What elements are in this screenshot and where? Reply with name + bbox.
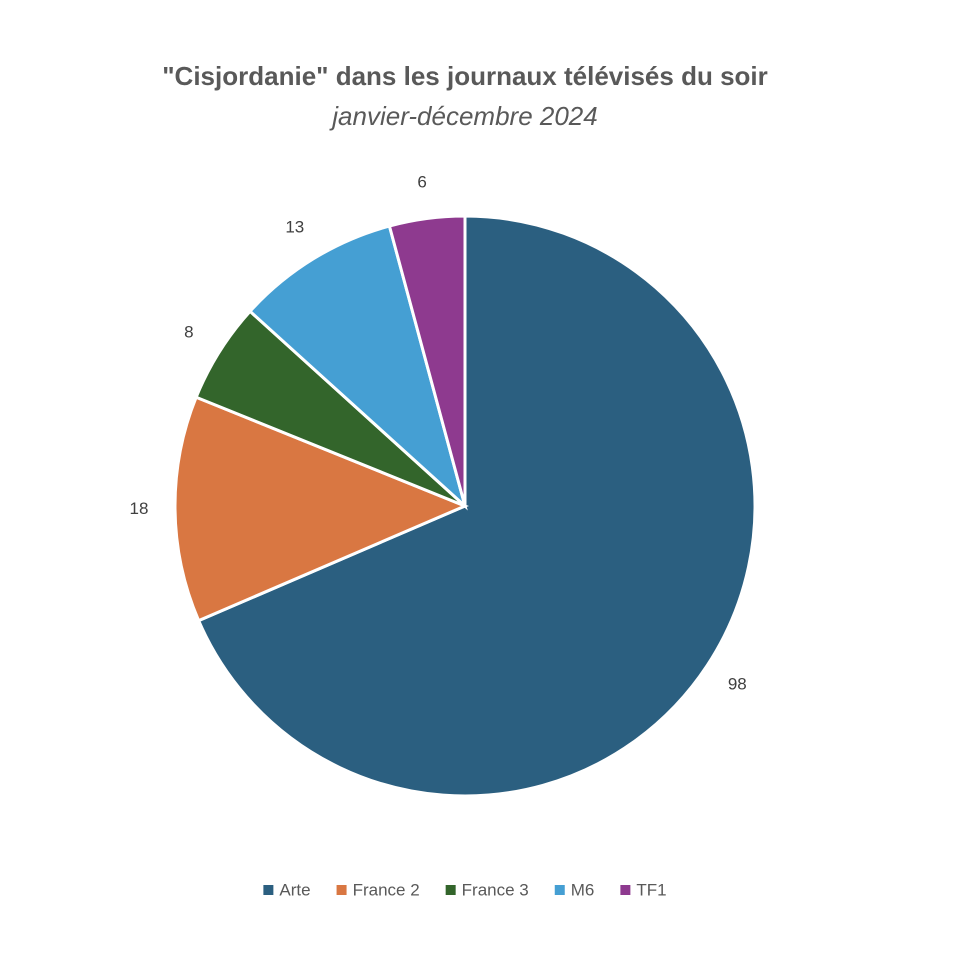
legend-swatch [336,885,347,895]
pie-slice [247,224,468,511]
legend-label: Arte [279,880,310,899]
pie-slice [387,214,467,507]
legend-swatch [445,885,456,895]
legend-swatch [263,885,274,895]
legend-label: France 2 [353,880,420,899]
data-label: 6 [417,172,426,191]
legend-swatch [620,885,631,895]
chart-title: "Cisjordanie" dans les journaux télévisé… [162,61,768,91]
legend-label: M6 [571,880,595,899]
data-label: 13 [285,217,304,236]
data-label: 18 [130,499,149,518]
data-label: 98 [728,675,747,694]
legend-swatch [554,885,565,895]
pie-slice [196,214,757,798]
chart-subtitle: janvier-décembre 2024 [329,101,597,131]
data-label: 8 [184,322,193,341]
legend-label: France 3 [462,880,529,899]
legend-label: TF1 [636,880,666,899]
pie-slice [173,395,469,623]
